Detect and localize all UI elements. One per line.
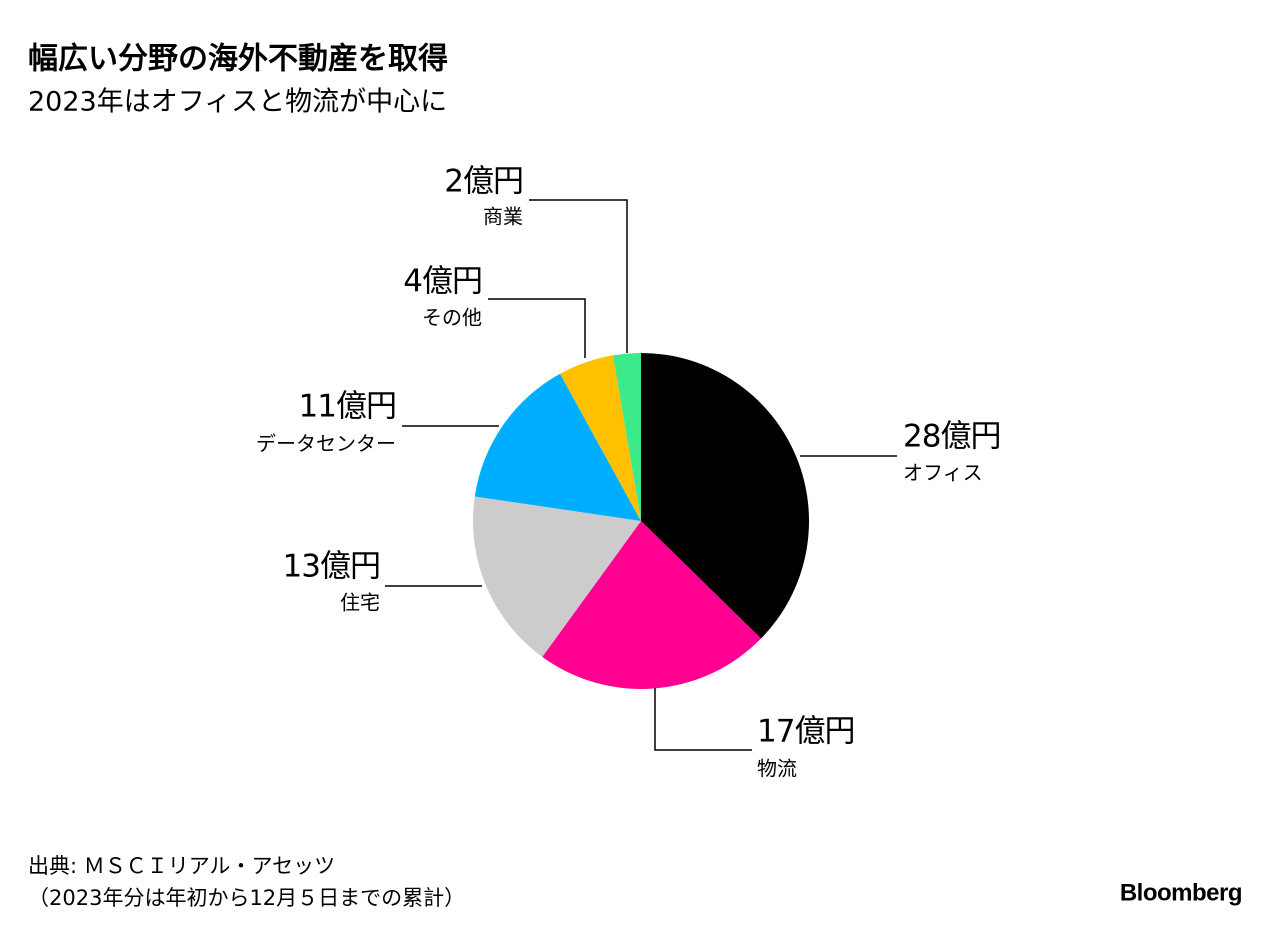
category-label: オフィス [903,461,983,485]
value-label: 28億円 [903,419,1000,455]
value-label: 4億円 [403,264,482,300]
pie-slice [612,353,641,521]
category-label: データセンター [256,432,396,456]
chart-subtitle: 2023年はオフィスと物流が中心に [28,87,447,118]
chart-title: 幅広い分野の海外不動産を取得 [28,42,448,77]
leader-line [654,688,752,751]
value-label: 17億円 [757,714,854,750]
source-line: 出典: ＭＳＣＩリアル・アセッツ [28,854,335,878]
value-label: 11億円 [299,389,396,425]
value-label: 2億円 [444,164,523,200]
category-label: 商業 [483,205,523,229]
source-line: （2023年分は年初から12月５日までの累計） [28,886,465,910]
pie-slice [542,521,762,690]
category-label: 住宅 [340,591,380,615]
pie-slice [474,373,641,521]
pie-slice [641,353,810,639]
leader-line [488,298,586,358]
value-label: 13億円 [283,549,380,585]
logo: Bloomberg [1120,879,1242,906]
category-label: 物流 [757,757,797,781]
category-label: その他 [422,306,482,330]
pie-slice [560,355,641,521]
pie-slice [472,496,641,657]
leader-line [529,199,628,353]
